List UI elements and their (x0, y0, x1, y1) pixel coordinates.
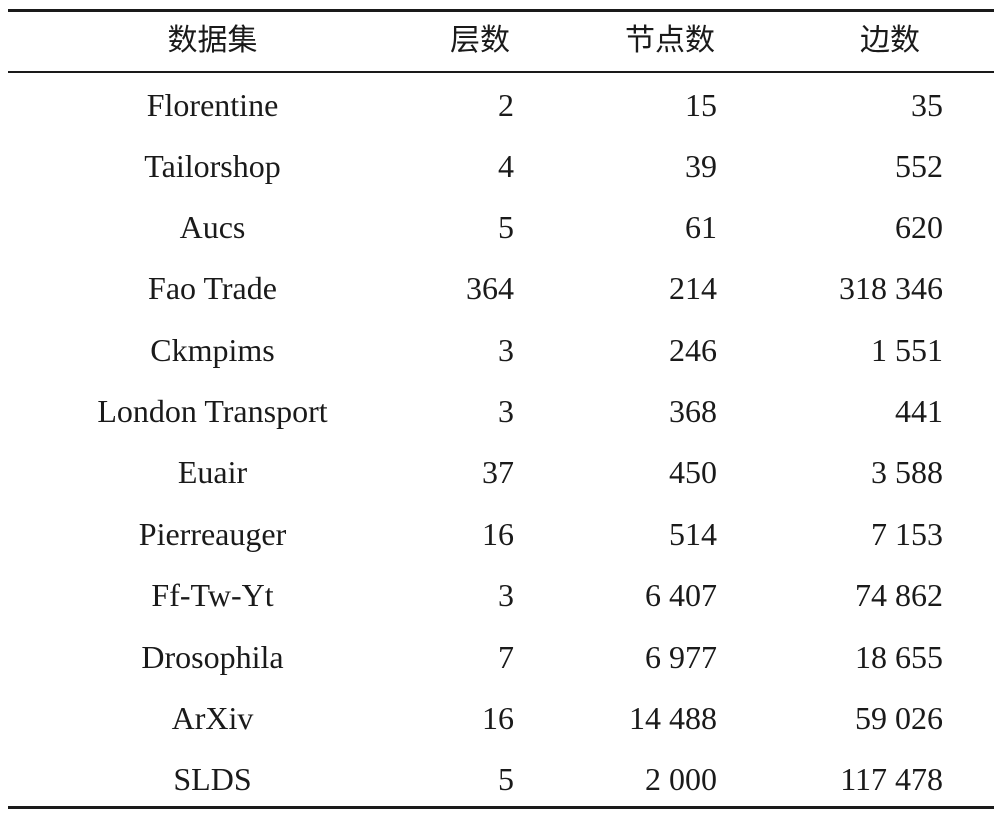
cell-edges: 59 026 (855, 700, 943, 736)
table-row: ArXiv 16 14 488 59 026 (0, 698, 1001, 738)
cell-edges: 35 (911, 87, 943, 123)
cell-edges: 3 588 (871, 454, 943, 490)
cell-nodes: 214 (669, 270, 717, 306)
table-row: Aucs 5 61 620 (0, 207, 1001, 247)
table-header-row: 数据集 层数 节点数 边数 (0, 21, 1001, 61)
cell-edges: 318 346 (839, 270, 943, 306)
cell-dataset: Tailorshop (144, 148, 281, 184)
cell-layers: 5 (498, 761, 514, 797)
cell-dataset: ArXiv (171, 700, 254, 736)
cell-edges: 1 551 (871, 332, 943, 368)
cell-dataset: London Transport (97, 393, 328, 429)
cell-dataset: Drosophila (141, 639, 284, 675)
cell-nodes: 450 (669, 454, 717, 490)
table-row: Florentine 2 15 35 (0, 85, 1001, 125)
cell-layers: 16 (482, 516, 514, 552)
cell-nodes: 514 (669, 516, 717, 552)
cell-layers: 3 (498, 577, 514, 613)
cell-nodes: 246 (669, 332, 717, 368)
table-row: SLDS 5 2 000 117 478 (0, 759, 1001, 799)
cell-dataset: Pierreauger (138, 516, 287, 552)
cell-dataset: Florentine (146, 87, 279, 123)
cell-layers: 37 (482, 454, 514, 490)
cell-nodes: 6 407 (645, 577, 717, 613)
cell-dataset: Fao Trade (148, 270, 277, 306)
table-row: Pierreauger 16 514 7 153 (0, 514, 1001, 554)
cell-edges: 18 655 (855, 639, 943, 675)
cell-nodes: 14 488 (629, 700, 717, 736)
header-layers: 层数 (450, 23, 510, 58)
cell-layers: 5 (498, 209, 514, 245)
cell-nodes: 368 (669, 393, 717, 429)
header-dataset: 数据集 (167, 23, 258, 58)
cell-nodes: 15 (685, 87, 717, 123)
cell-dataset: Ckmpims (150, 332, 275, 368)
table-row: London Transport 3 368 441 (0, 391, 1001, 431)
cell-layers: 364 (466, 270, 514, 306)
cell-dataset: Ff-Tw-Yt (151, 577, 274, 613)
table-row: Euair 37 450 3 588 (0, 452, 1001, 492)
cell-edges: 117 478 (840, 761, 943, 797)
cell-dataset: Aucs (179, 209, 246, 245)
cell-layers: 16 (482, 700, 514, 736)
cell-nodes: 6 977 (645, 639, 717, 675)
table-row: Ff-Tw-Yt 3 6 407 74 862 (0, 575, 1001, 615)
cell-nodes: 61 (685, 209, 717, 245)
cell-dataset: SLDS (173, 761, 252, 797)
table-bottom-rule (8, 806, 994, 809)
cell-layers: 3 (498, 393, 514, 429)
cell-edges: 7 153 (871, 516, 943, 552)
cell-dataset: Euair (177, 454, 248, 490)
cell-edges: 552 (895, 148, 943, 184)
cell-layers: 2 (498, 87, 514, 123)
table-top-rule (8, 9, 994, 12)
cell-edges: 620 (895, 209, 943, 245)
table-row: Drosophila 7 6 977 18 655 (0, 637, 1001, 677)
cell-edges: 441 (895, 393, 943, 429)
cell-edges: 74 862 (855, 577, 943, 613)
table-header-rule (8, 71, 994, 73)
cell-nodes: 39 (685, 148, 717, 184)
table-row: Fao Trade 364 214 318 346 (0, 268, 1001, 308)
cell-layers: 4 (498, 148, 514, 184)
table-row: Tailorshop 4 39 552 (0, 146, 1001, 186)
table-row: Ckmpims 3 246 1 551 (0, 330, 1001, 370)
header-nodes: 节点数 (625, 23, 715, 58)
cell-nodes: 2 000 (645, 761, 717, 797)
header-edges: 边数 (860, 23, 920, 58)
cell-layers: 3 (498, 332, 514, 368)
cell-layers: 7 (498, 639, 514, 675)
